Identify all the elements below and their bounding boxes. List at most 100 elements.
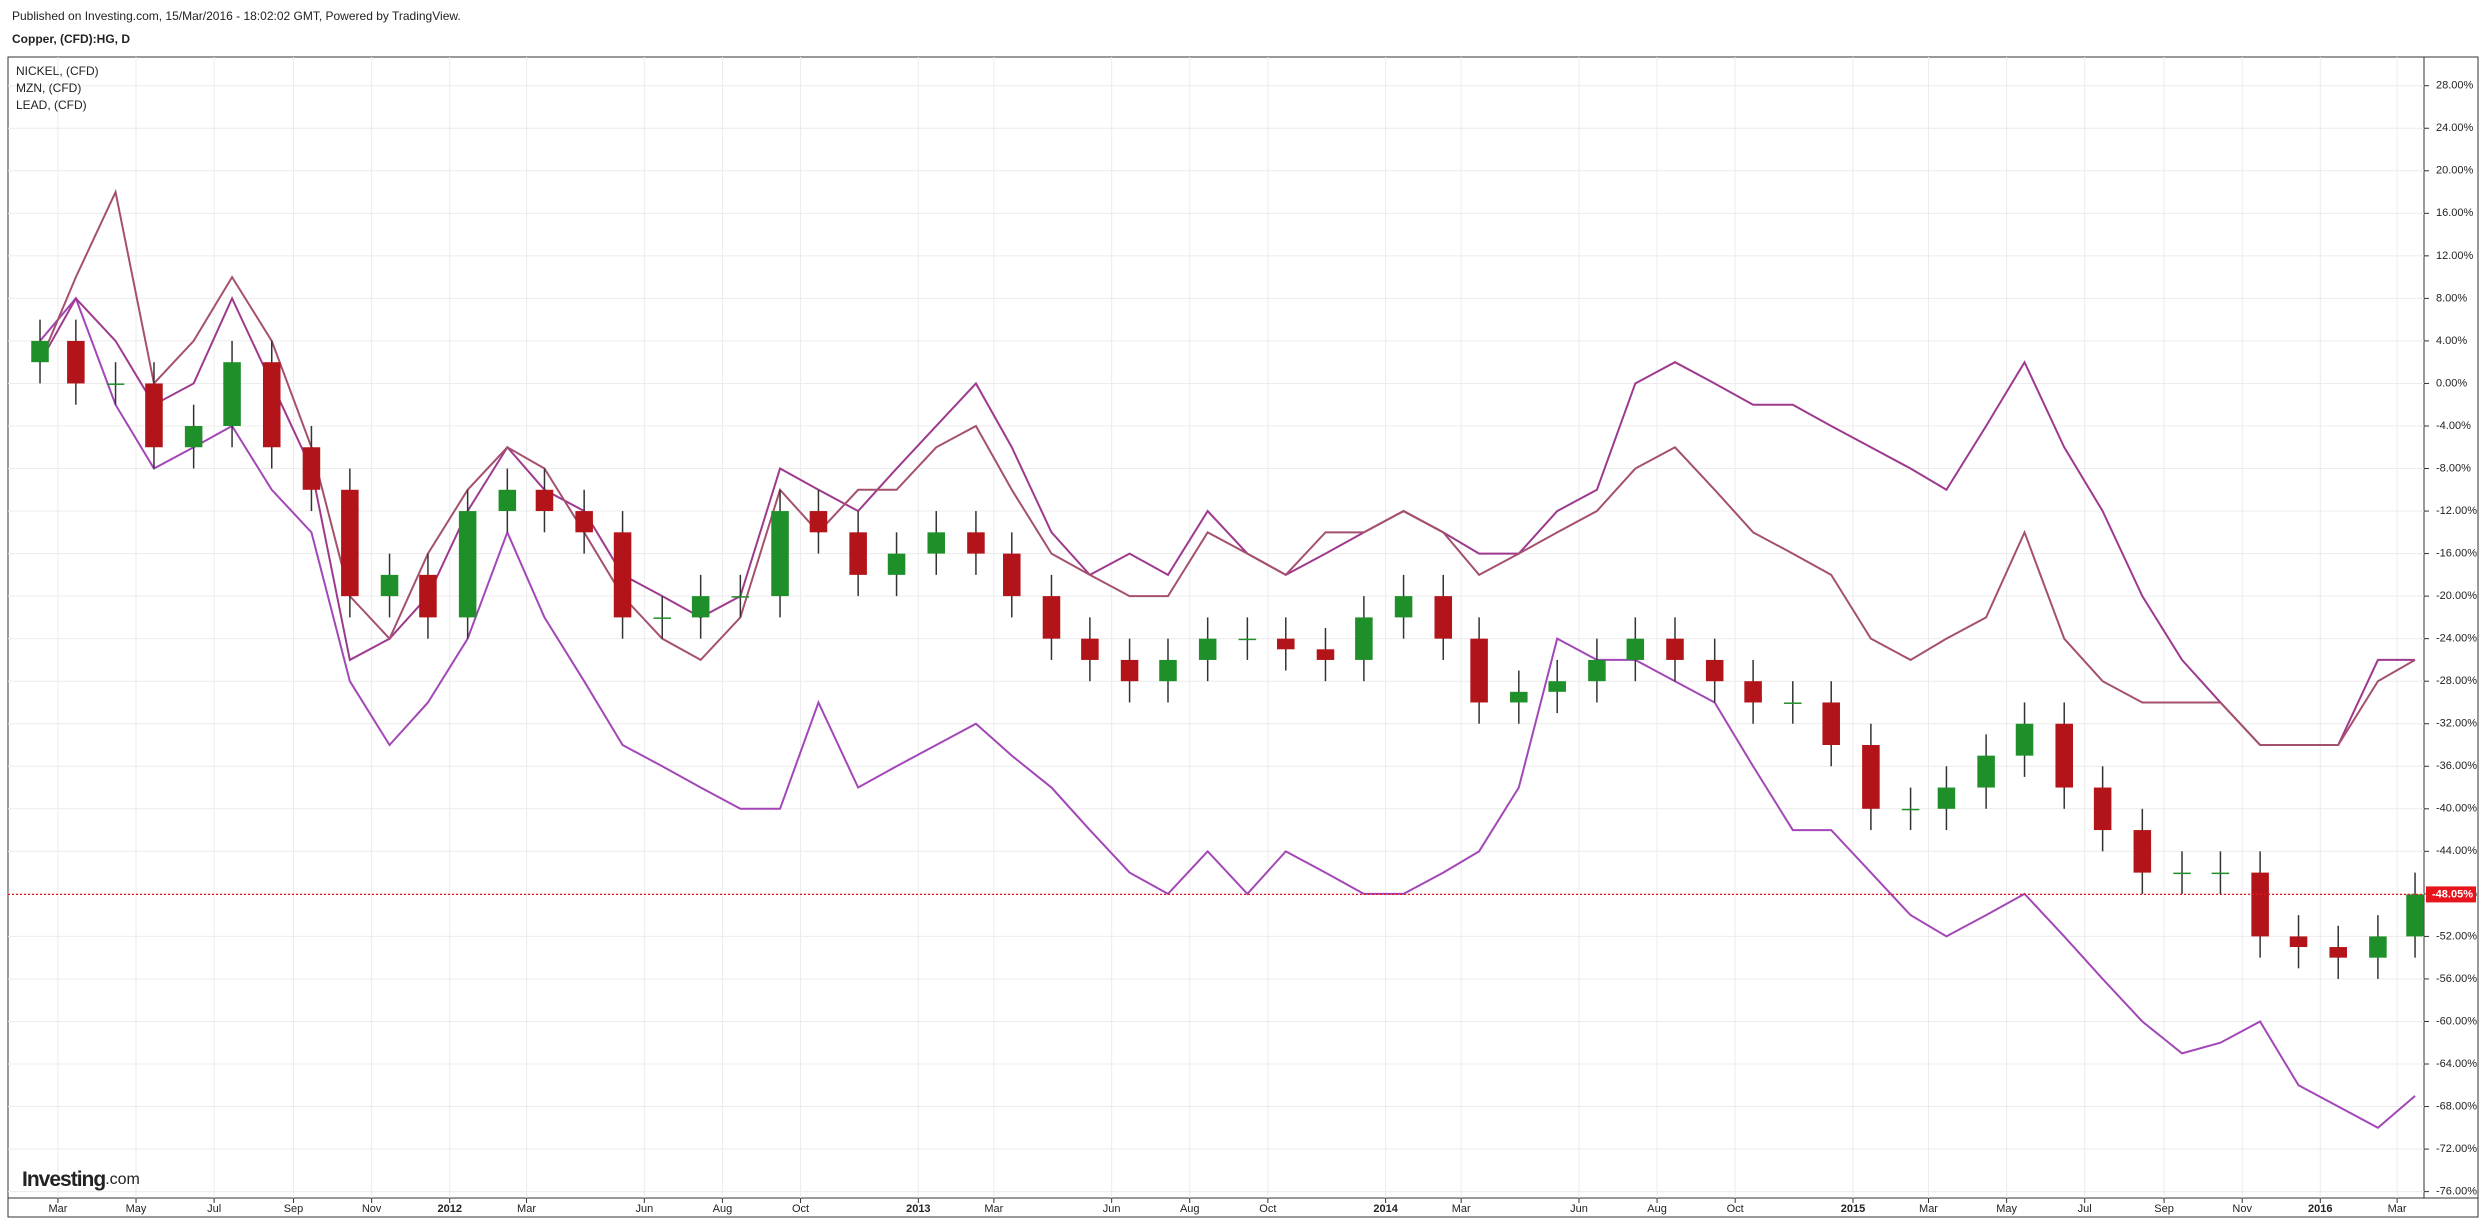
x-tick-label: Aug — [713, 1203, 733, 1215]
candle-body — [2133, 830, 2152, 873]
x-tick-label: Aug — [1180, 1203, 1200, 1215]
candle-body — [341, 489, 359, 597]
candle-body — [184, 425, 203, 448]
y-tick-label: 24.00% — [2436, 122, 2474, 134]
x-tick-label: Mar — [984, 1203, 1003, 1215]
frame — [7, 56, 2479, 1218]
candle-body — [2055, 723, 2073, 788]
price-label-box — [2426, 886, 2476, 903]
candle-body — [1042, 596, 1061, 639]
candle-body — [691, 596, 710, 618]
y-tick-label: -52.00% — [2436, 930, 2477, 942]
candle-body — [1977, 755, 1995, 788]
y-tick-label: 16.00% — [2436, 207, 2474, 219]
candle-body — [1744, 681, 1762, 703]
x-tick-label: 2016 — [2308, 1203, 2332, 1215]
y-tick-label: -32.00% — [2436, 718, 2477, 730]
y-tick-label: 8.00% — [2436, 292, 2467, 304]
y-tick-label: -56.00% — [2436, 973, 2477, 985]
candle-body — [1316, 649, 1335, 660]
candle-body — [1003, 553, 1021, 597]
line-series — [39, 295, 2416, 747]
line-series — [39, 296, 2416, 1130]
x-tick-label: Oct — [792, 1203, 809, 1215]
x-tick-label: Jul — [207, 1203, 221, 1215]
y-tick-label: -64.00% — [2436, 1058, 2477, 1070]
x-tick-label: Aug — [1647, 1203, 1667, 1215]
candle-body — [1784, 702, 1802, 704]
candle-body — [67, 340, 85, 384]
candle-body — [771, 511, 789, 597]
candle-body — [1901, 808, 1920, 811]
candle-body — [731, 596, 750, 598]
x-tick-label: Nov — [2232, 1203, 2252, 1215]
x-tick-label: 2014 — [1373, 1203, 1398, 1215]
chart-title: Copper, (CFD):HG, D — [12, 32, 130, 46]
candle-body — [31, 340, 49, 363]
candle-body — [1705, 659, 1724, 682]
x-tick-label: Mar — [1452, 1203, 1471, 1215]
candle-body — [809, 511, 828, 533]
x-tick-label: Mar — [1919, 1203, 1938, 1215]
candle-body — [927, 532, 946, 554]
y-tick-label: -4.00% — [2436, 420, 2471, 432]
candle-body — [458, 511, 477, 618]
candle-body — [1394, 596, 1413, 618]
candle-body — [380, 574, 399, 597]
x-tick-label: May — [1996, 1203, 2017, 1215]
x-tick-label: Nov — [362, 1203, 382, 1215]
watermark-suffix: .com — [105, 1171, 140, 1188]
candle-body — [575, 511, 593, 533]
y-tick-label: -12.00% — [2436, 505, 2477, 517]
candle-body — [1198, 638, 1217, 660]
price-label: -48.05% — [2432, 888, 2473, 900]
x-tick-label: Oct — [1727, 1203, 1744, 1215]
candle-body — [1626, 638, 1645, 660]
x-tick-label: May — [126, 1203, 147, 1215]
candle-body — [1862, 745, 1880, 809]
candle-body — [887, 553, 906, 575]
line-series — [39, 188, 2416, 747]
candle-body — [2406, 894, 2424, 937]
y-tick-label: -60.00% — [2436, 1015, 2477, 1027]
y-tick-label: 0.00% — [2436, 377, 2467, 389]
published-note: Published on Investing.com, 15/Mar/2016 … — [12, 9, 461, 23]
x-tick-label: Jun — [635, 1203, 653, 1215]
y-tick-label: -40.00% — [2436, 803, 2477, 815]
y-tick-label: -36.00% — [2436, 760, 2477, 772]
x-tick-label: Sep — [284, 1203, 304, 1215]
x-tick-label: 2015 — [1841, 1203, 1865, 1215]
y-tick-label: -76.00% — [2436, 1186, 2477, 1198]
y-tick-label: 12.00% — [2436, 250, 2474, 262]
x-tick-label: Jul — [2078, 1203, 2092, 1215]
candle-body — [223, 362, 241, 426]
candle-body — [1238, 638, 1257, 641]
candle-body — [613, 532, 632, 618]
candle-body — [1510, 691, 1528, 703]
candle-body — [2369, 936, 2387, 958]
x-tick-label: Oct — [1259, 1203, 1276, 1215]
x-tick-label: 2013 — [906, 1203, 930, 1215]
legend-entry: MZN, (CFD) — [16, 81, 81, 95]
y-tick-label: 4.00% — [2436, 335, 2467, 347]
y-tick-label: 20.00% — [2436, 165, 2474, 177]
candle-body — [1120, 659, 1139, 682]
candle-body — [2251, 872, 2269, 937]
y-tick-label: -68.00% — [2436, 1100, 2477, 1112]
y-tick-label: -16.00% — [2436, 548, 2477, 560]
y-tick-label: -28.00% — [2436, 675, 2477, 687]
candle-body — [2093, 787, 2112, 831]
candle-body — [535, 489, 554, 512]
candle-body — [2015, 723, 2034, 756]
candle-body — [145, 383, 163, 448]
candle-body — [1355, 617, 1373, 660]
candle-body — [1277, 638, 1295, 650]
x-tick-label: Mar — [2388, 1203, 2407, 1215]
legend-entry: NICKEL, (CFD) — [16, 64, 99, 78]
candle-body — [967, 532, 985, 554]
candle-body — [2329, 947, 2347, 958]
x-tick-label: 2012 — [437, 1203, 461, 1215]
candle-body — [653, 617, 672, 619]
y-tick-label: -72.00% — [2436, 1143, 2477, 1155]
